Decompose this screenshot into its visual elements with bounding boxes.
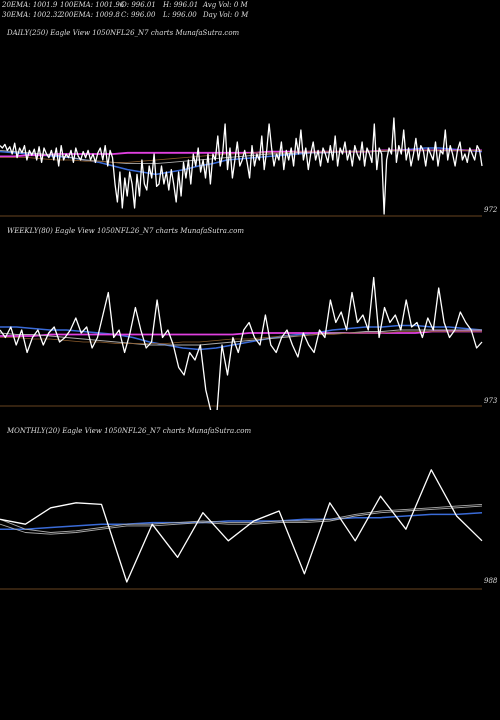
daily-panel-title: DAILY(250) Eagle View 1050NFL26_N7 chart… [7,29,240,37]
stat-close: C: 996.00 [121,11,156,19]
stat-30ema: 30EMA: 1002.32 [2,11,62,19]
ema-blue-line [0,511,483,530]
stat-low: L: 996.00 [163,11,197,19]
axis-label: 988 [484,577,498,585]
stat-avg-vol: Avg Vol: 0 M [203,1,248,9]
ema-gray-line [0,503,483,533]
stat-20ema: 20EMA: 1001.9 [2,1,58,9]
monthly-panel-title: MONTHLY(20) Eagle View 1050NFL26_N7 char… [7,427,252,435]
price-line [0,117,483,215]
stat-open: O: 996.01 [121,1,156,9]
weekly-chart: 973 [0,276,498,410]
daily-chart: 972 [0,117,498,217]
stat-day-vol: Day Vol: 0 M [203,11,249,19]
monthly-chart: 988 [0,469,498,590]
ema-pink-line [0,330,482,337]
axis-label: 972 [484,206,498,214]
stat-high: H: 996.01 [163,1,199,9]
ema-gray-line [0,505,483,535]
price-line [0,469,483,583]
axis-label: 973 [484,397,498,405]
stat-100ema: 100EMA: 1001.96 [60,1,125,9]
stat-200ema: 200EMA: 1009.8 [60,11,120,19]
weekly-panel-title: WEEKLY(80) Eagle View 1050NFL26_N7 chart… [7,227,244,235]
price-line [0,276,483,410]
ema-blue-line [0,324,483,351]
